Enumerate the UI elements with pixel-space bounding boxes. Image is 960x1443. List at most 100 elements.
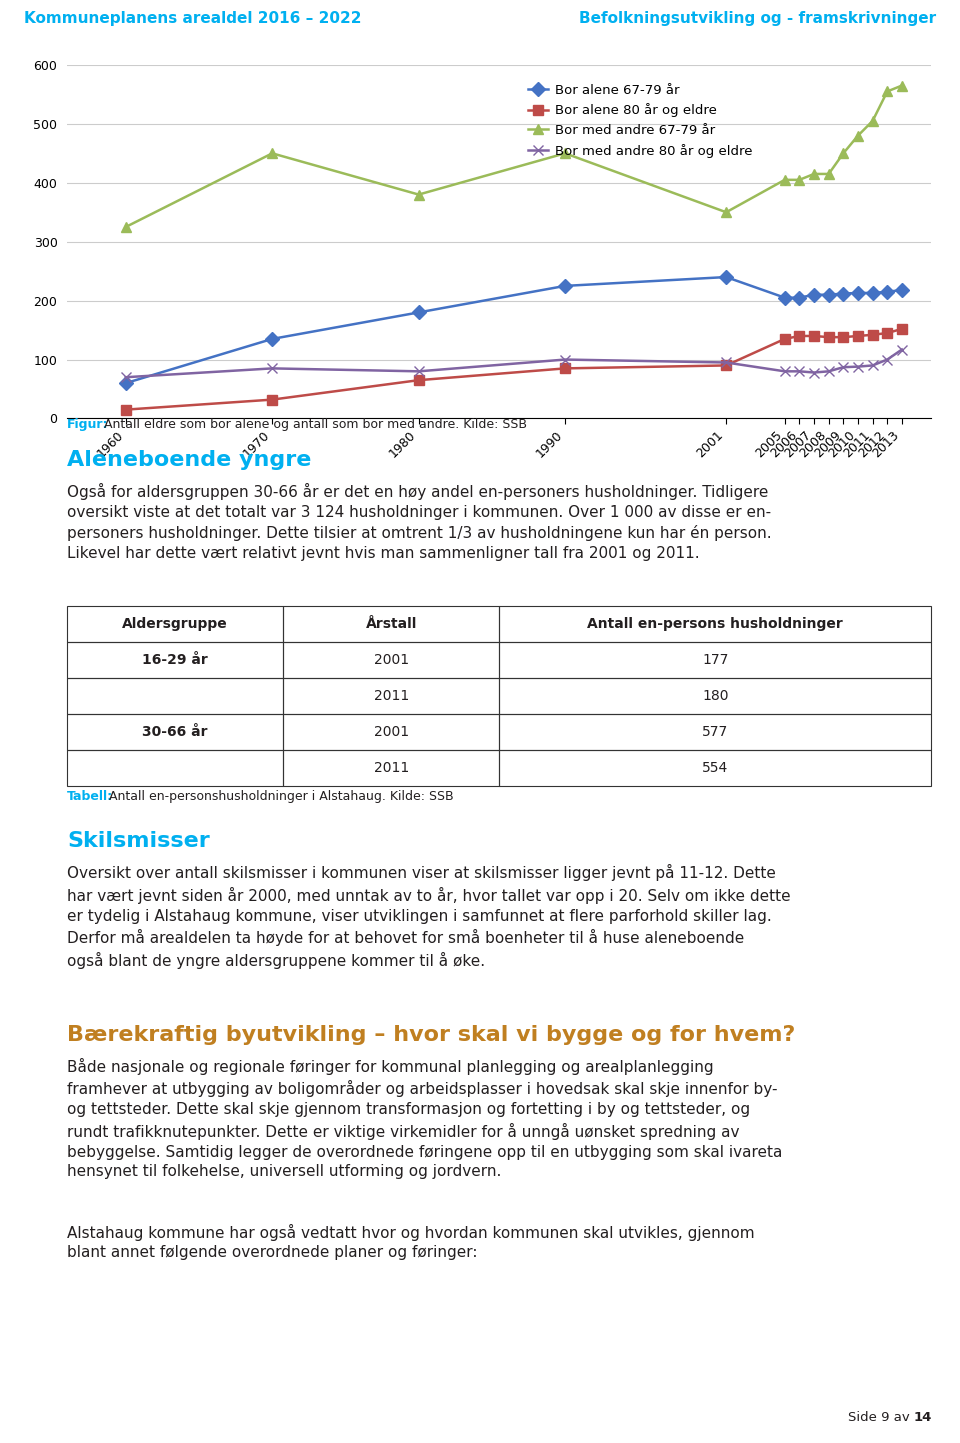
Line: Bor med andre 67-79 år: Bor med andre 67-79 år <box>121 81 907 232</box>
Bor med andre 80 år og eldre <box>823 362 834 380</box>
Line: Bor med andre 80 år og eldre: Bor med andre 80 år og eldre <box>121 345 907 382</box>
Bor alene 67-79 år <box>823 286 834 303</box>
Bor med andre 80 år og eldre <box>120 368 132 385</box>
Bor alene 80 år og eldre <box>896 320 907 338</box>
Bor med andre 80 år og eldre <box>881 351 893 368</box>
Bar <box>283 606 499 642</box>
Bor med andre 67-79 år <box>837 144 849 162</box>
Line: Bor alene 80 år og eldre: Bor alene 80 år og eldre <box>121 325 907 414</box>
Bar <box>499 606 931 642</box>
Text: Befolkningsutvikling og - framskrivninger: Befolkningsutvikling og - framskrivninge… <box>579 12 936 26</box>
Bor med andre 80 år og eldre <box>852 358 864 375</box>
Bor alene 80 år og eldre <box>881 325 893 342</box>
Bor med andre 67-79 år <box>852 127 864 144</box>
Bor alene 67-79 år <box>560 277 571 294</box>
Bor med andre 67-79 år <box>779 172 790 189</box>
Bar <box>67 714 283 750</box>
Bor med andre 80 år og eldre <box>837 358 849 375</box>
Bor alene 67-79 år <box>267 330 278 348</box>
Bor med andre 80 år og eldre <box>720 354 732 371</box>
Bor alene 67-79 år <box>881 283 893 300</box>
Text: Aldersgruppe: Aldersgruppe <box>122 618 228 631</box>
Bor alene 80 år og eldre <box>120 401 132 418</box>
Bor alene 80 år og eldre <box>779 330 790 348</box>
Text: 2011: 2011 <box>373 762 409 775</box>
Bor med andre 67-79 år <box>720 203 732 221</box>
Text: Figur:: Figur: <box>67 417 108 431</box>
Bor med andre 80 år og eldre <box>779 362 790 380</box>
Bor med andre 80 år og eldre <box>808 364 820 381</box>
Bar <box>499 750 931 786</box>
Text: Årstall: Årstall <box>366 618 417 631</box>
Bor med andre 67-79 år <box>413 186 424 203</box>
Text: Aleneboende yngre: Aleneboende yngre <box>67 450 312 470</box>
Bor alene 67-79 år <box>896 281 907 299</box>
Text: Også for aldersgruppen 30-66 år er det en høy andel en-personers husholdninger. : Også for aldersgruppen 30-66 år er det e… <box>67 483 772 561</box>
Bor alene 80 år og eldre <box>852 328 864 345</box>
Text: Bærekraftig byutvikling – hvor skal vi bygge og for hvem?: Bærekraftig byutvikling – hvor skal vi b… <box>67 1025 796 1045</box>
Bor alene 67-79 år <box>808 286 820 303</box>
Bor alene 67-79 år <box>867 284 878 302</box>
Text: Både nasjonale og regionale føringer for kommunal planlegging og arealplanleggin: Både nasjonale og regionale føringer for… <box>67 1058 782 1179</box>
Text: Skilsmisser: Skilsmisser <box>67 831 210 851</box>
Bor med andre 67-79 år <box>267 144 278 162</box>
Bar <box>283 714 499 750</box>
Text: 180: 180 <box>702 690 729 703</box>
Bar <box>499 678 931 714</box>
Bor alene 80 år og eldre <box>823 329 834 346</box>
Text: 554: 554 <box>702 762 729 775</box>
Text: 2001: 2001 <box>373 726 409 739</box>
Text: Antall en-persons husholdninger: Antall en-persons husholdninger <box>588 618 843 631</box>
Bor alene 67-79 år <box>779 289 790 306</box>
Bor alene 80 år og eldre <box>837 329 849 346</box>
Bar <box>499 714 931 750</box>
Bor med andre 67-79 år <box>867 113 878 130</box>
Line: Bor alene 67-79 år: Bor alene 67-79 år <box>121 273 907 388</box>
Text: Alstahaug kommune har også vedtatt hvor og hvordan kommunen skal utvikles, gjenn: Alstahaug kommune har også vedtatt hvor … <box>67 1224 755 1261</box>
Bor med andre 67-79 år <box>794 172 805 189</box>
Bar <box>67 642 283 678</box>
Text: Side 9 av: Side 9 av <box>848 1411 914 1424</box>
Text: Tabell:: Tabell: <box>67 789 113 804</box>
Bor med andre 67-79 år <box>896 76 907 94</box>
Bor med andre 67-79 år <box>881 82 893 100</box>
Bar <box>283 642 499 678</box>
Text: Kommuneplanens arealdel 2016 – 2022: Kommuneplanens arealdel 2016 – 2022 <box>24 12 362 26</box>
Bor alene 67-79 år <box>837 284 849 302</box>
Bar <box>283 678 499 714</box>
Bor alene 67-79 år <box>794 289 805 306</box>
Bor alene 80 år og eldre <box>794 328 805 345</box>
Bor alene 67-79 år <box>413 304 424 322</box>
Bor alene 80 år og eldre <box>808 328 820 345</box>
Text: Antall en-personshusholdninger i Alstahaug. Kilde: SSB: Antall en-personshusholdninger i Alstaha… <box>106 789 454 804</box>
Bar <box>67 606 283 642</box>
Bor alene 80 år og eldre <box>413 371 424 388</box>
Bor med andre 80 år og eldre <box>896 341 907 358</box>
Text: 2001: 2001 <box>373 654 409 667</box>
Text: 2011: 2011 <box>373 690 409 703</box>
Bor alene 80 år og eldre <box>267 391 278 408</box>
Bor med andre 80 år og eldre <box>794 362 805 380</box>
Bor med andre 80 år og eldre <box>267 359 278 377</box>
Bar <box>67 678 283 714</box>
Bor med andre 67-79 år <box>808 166 820 183</box>
Legend: Bor alene 67-79 år, Bor alene 80 år og eldre, Bor med andre 67-79 år, Bor med an: Bor alene 67-79 år, Bor alene 80 år og e… <box>523 78 757 163</box>
Text: 16-29 år: 16-29 år <box>142 654 208 667</box>
Bor med andre 67-79 år <box>120 218 132 235</box>
Bor alene 80 år og eldre <box>560 359 571 377</box>
Text: 14: 14 <box>914 1411 932 1424</box>
Text: Oversikt over antall skilsmisser i kommunen viser at skilsmisser ligger jevnt på: Oversikt over antall skilsmisser i kommu… <box>67 864 791 970</box>
Bor alene 67-79 år <box>720 268 732 286</box>
Bor med andre 80 år og eldre <box>413 362 424 380</box>
Text: 30-66 år: 30-66 år <box>142 726 208 739</box>
Bor alene 67-79 år <box>852 284 864 302</box>
Bor med andre 80 år og eldre <box>560 351 571 368</box>
Text: Antall eldre som bor alene og antall som bor med andre. Kilde: SSB: Antall eldre som bor alene og antall som… <box>100 417 527 431</box>
Bor alene 67-79 år <box>120 375 132 392</box>
Bor med andre 80 år og eldre <box>867 356 878 374</box>
Text: 177: 177 <box>702 654 729 667</box>
Bor alene 80 år og eldre <box>867 326 878 343</box>
Text: 577: 577 <box>702 726 729 739</box>
Bor med andre 67-79 år <box>823 166 834 183</box>
Bar <box>67 750 283 786</box>
